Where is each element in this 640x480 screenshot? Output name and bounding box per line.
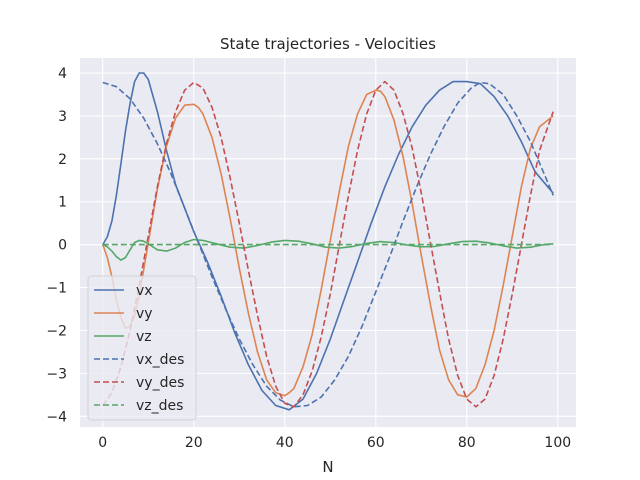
x-tick-label: 80: [458, 435, 476, 451]
y-tick-label: 4: [58, 66, 67, 82]
y-tick-label: −4: [46, 409, 67, 425]
x-tick-label: 20: [185, 435, 203, 451]
series-lines: [102, 72, 554, 411]
legend-label-vy-des: vy_des: [136, 375, 184, 391]
y-tick-label: −3: [46, 366, 67, 382]
series-line-vy-des: [102, 80, 554, 408]
y-tick-label: 0: [58, 238, 67, 254]
series-line-vz: [102, 238, 554, 261]
y-tick-label: −2: [46, 323, 67, 339]
legend-box: [87, 275, 197, 421]
y-tick-labels: −4 −3 −2 −1 0 1 2 3 4: [46, 66, 67, 425]
series-line-vx: [102, 72, 554, 411]
x-tick-label: 100: [544, 435, 571, 451]
x-tick-label: 60: [367, 435, 385, 451]
series-line-vx-des: [102, 81, 554, 408]
x-axis-label: N: [322, 458, 333, 476]
y-tick-label: 2: [58, 152, 67, 168]
legend-label-vz: vz: [136, 329, 152, 345]
x-tick-label: 0: [98, 435, 107, 451]
legend-label-vx-des: vx_des: [136, 352, 184, 368]
y-tick-label: −1: [46, 281, 67, 297]
legend-label-vx: vx: [136, 283, 153, 299]
legend: vx vy vz vx_des vy_des vz_des: [87, 275, 197, 421]
y-tick-label: 3: [58, 109, 67, 125]
x-tick-label: 40: [276, 435, 294, 451]
y-tick-label: 1: [58, 195, 67, 211]
legend-label-vy: vy: [136, 306, 153, 322]
legend-label-vz-des: vz_des: [136, 398, 183, 414]
series-line-vy: [102, 89, 554, 398]
x-tick-labels: 0 20 40 60 80 100: [98, 435, 571, 451]
chart-title: State trajectories - Velocities: [220, 35, 436, 53]
